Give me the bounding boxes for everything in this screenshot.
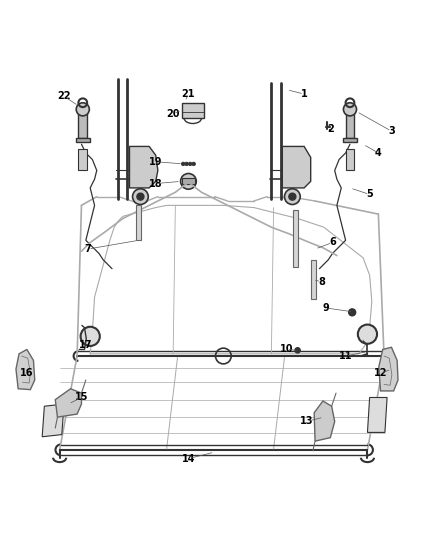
Polygon shape (42, 404, 64, 437)
Text: 9: 9 (323, 303, 329, 313)
Text: 16: 16 (20, 368, 34, 378)
Polygon shape (130, 147, 158, 188)
Text: 19: 19 (149, 157, 162, 167)
Text: 11: 11 (339, 351, 352, 361)
Polygon shape (367, 398, 387, 432)
Polygon shape (136, 205, 141, 240)
Circle shape (358, 325, 377, 344)
Text: 7: 7 (85, 244, 92, 254)
Polygon shape (182, 179, 195, 184)
Polygon shape (314, 401, 335, 441)
Polygon shape (16, 350, 35, 390)
Circle shape (295, 348, 300, 353)
Polygon shape (78, 111, 87, 138)
Text: 10: 10 (280, 344, 293, 354)
Text: 5: 5 (366, 189, 373, 199)
Text: 12: 12 (374, 368, 387, 378)
Polygon shape (55, 389, 81, 417)
Polygon shape (379, 348, 398, 391)
Text: 3: 3 (388, 126, 395, 136)
Circle shape (188, 162, 192, 166)
Polygon shape (182, 103, 204, 118)
Polygon shape (283, 147, 311, 188)
Polygon shape (311, 260, 316, 299)
Text: 15: 15 (75, 392, 88, 402)
Polygon shape (293, 210, 298, 266)
Circle shape (192, 162, 195, 166)
Circle shape (81, 327, 100, 346)
Circle shape (289, 193, 296, 200)
Text: 21: 21 (182, 89, 195, 99)
Circle shape (181, 162, 185, 166)
Polygon shape (76, 138, 90, 142)
Circle shape (343, 103, 357, 116)
Text: 13: 13 (300, 416, 313, 426)
Text: 8: 8 (318, 277, 325, 287)
Text: 14: 14 (182, 454, 195, 464)
Text: 2: 2 (327, 124, 334, 134)
Text: 18: 18 (149, 179, 162, 189)
Text: 1: 1 (301, 89, 307, 99)
Text: 20: 20 (166, 109, 180, 119)
Circle shape (185, 162, 188, 166)
Text: 6: 6 (329, 238, 336, 247)
Circle shape (133, 189, 148, 205)
Circle shape (76, 103, 89, 116)
Text: 17: 17 (79, 340, 92, 350)
Circle shape (285, 189, 300, 205)
Circle shape (349, 309, 356, 316)
Polygon shape (346, 149, 354, 171)
Polygon shape (346, 111, 354, 138)
Text: 22: 22 (57, 91, 71, 101)
Polygon shape (343, 138, 357, 142)
Circle shape (180, 174, 196, 189)
Polygon shape (78, 149, 87, 171)
Text: 4: 4 (375, 148, 382, 158)
Circle shape (137, 193, 144, 200)
